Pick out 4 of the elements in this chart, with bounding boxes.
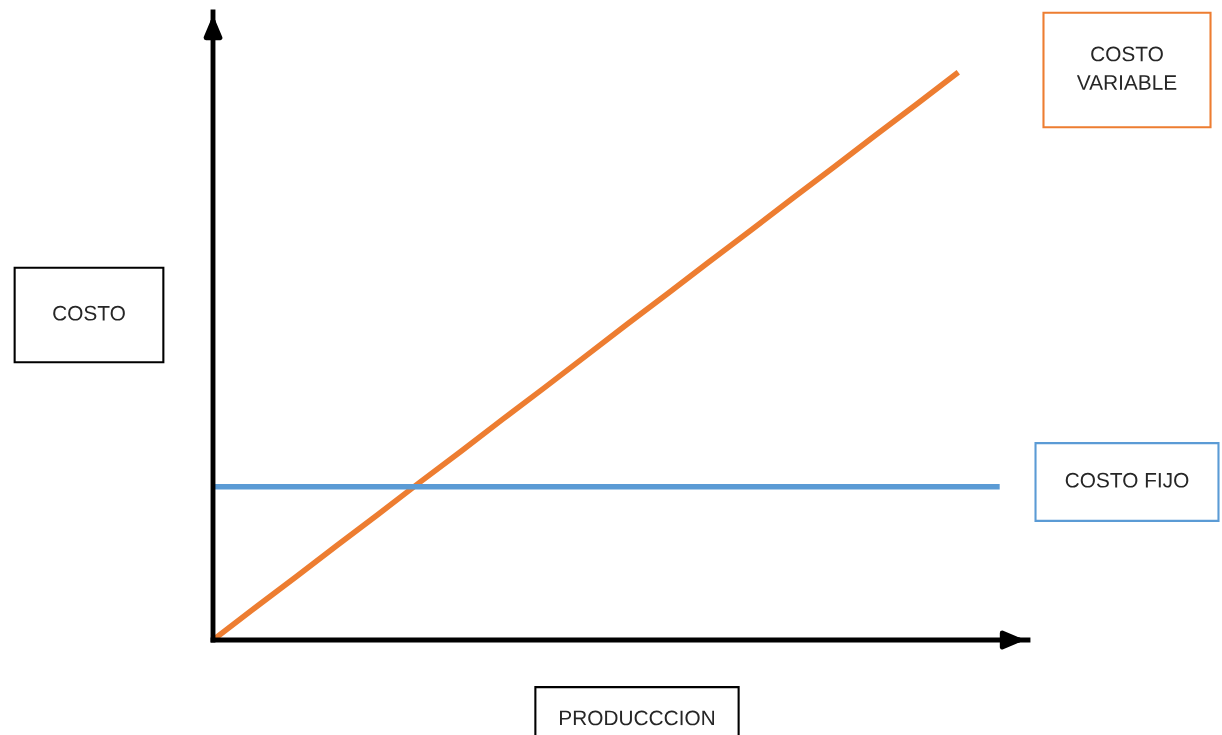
x-axis-title: PRODUCCCION — [560, 710, 714, 726]
text: COSTO VARIABLE — [1076, 46, 1177, 90]
text: COSTO FIJO — [1065, 472, 1189, 488]
y-axis-title: COSTO — [53, 305, 125, 321]
